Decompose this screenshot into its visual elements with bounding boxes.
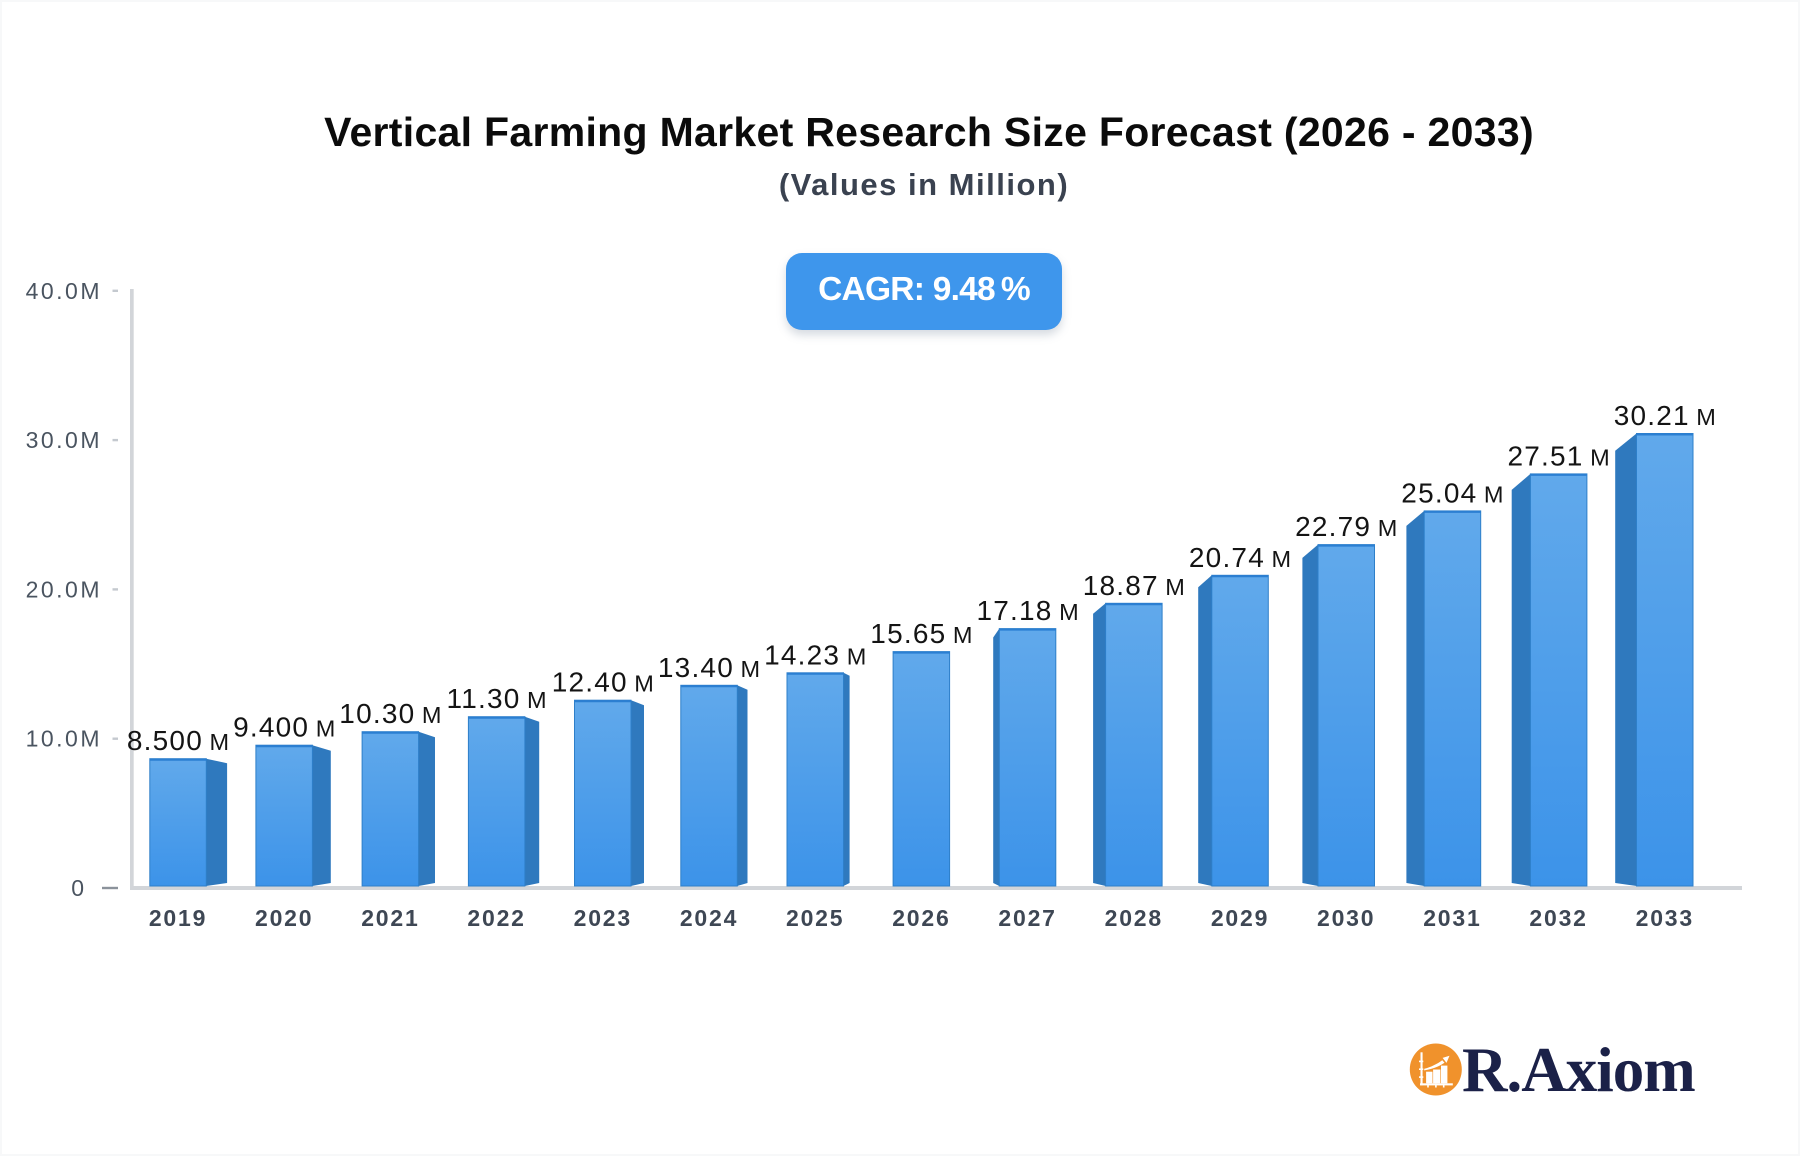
svg-text:2029: 2029 <box>1211 905 1269 931</box>
svg-text:2023: 2023 <box>574 905 632 931</box>
svg-text:30.0M: 30.0M <box>26 427 102 453</box>
svg-text:2030: 2030 <box>1317 905 1375 931</box>
svg-text:20.0M: 20.0M <box>26 576 102 602</box>
svg-text:18.87 M: 18.87 M <box>1083 570 1185 601</box>
svg-text:10.0M: 10.0M <box>26 726 102 752</box>
svg-text:10.30 M: 10.30 M <box>339 698 441 729</box>
svg-text:40.0M: 40.0M <box>26 278 102 304</box>
svg-text:2033: 2033 <box>1636 905 1694 931</box>
svg-text:11.30 M: 11.30 M <box>447 683 547 714</box>
svg-text:13.40 M: 13.40 M <box>658 652 760 683</box>
svg-text:2020: 2020 <box>255 905 313 931</box>
svg-text:2031: 2031 <box>1423 905 1481 931</box>
svg-text:2019: 2019 <box>149 905 207 931</box>
svg-text:20.74 M: 20.74 M <box>1189 542 1291 573</box>
svg-text:14.23 M: 14.23 M <box>764 639 866 670</box>
svg-text:25.04 M: 25.04 M <box>1401 477 1503 508</box>
svg-text:2022: 2022 <box>467 905 525 931</box>
svg-text:2024: 2024 <box>680 905 738 931</box>
svg-text:12.40 M: 12.40 M <box>552 667 654 698</box>
svg-text:2021: 2021 <box>361 905 419 931</box>
svg-text:2027: 2027 <box>998 905 1056 931</box>
svg-text:15.65 M: 15.65 M <box>870 618 972 649</box>
svg-text:2032: 2032 <box>1529 905 1587 931</box>
svg-text:2025: 2025 <box>786 905 844 931</box>
svg-text:2028: 2028 <box>1105 905 1163 931</box>
svg-text:22.79 M: 22.79 M <box>1295 511 1397 542</box>
svg-text:30.21 M: 30.21 M <box>1614 400 1716 431</box>
svg-text:8.500 M: 8.500 M <box>127 725 229 756</box>
svg-text:9.400 M: 9.400 M <box>233 712 335 743</box>
svg-text:0: 0 <box>71 875 84 901</box>
svg-text:27.51 M: 27.51 M <box>1508 440 1610 471</box>
svg-text:2026: 2026 <box>892 905 950 931</box>
svg-text:17.18 M: 17.18 M <box>977 595 1079 626</box>
